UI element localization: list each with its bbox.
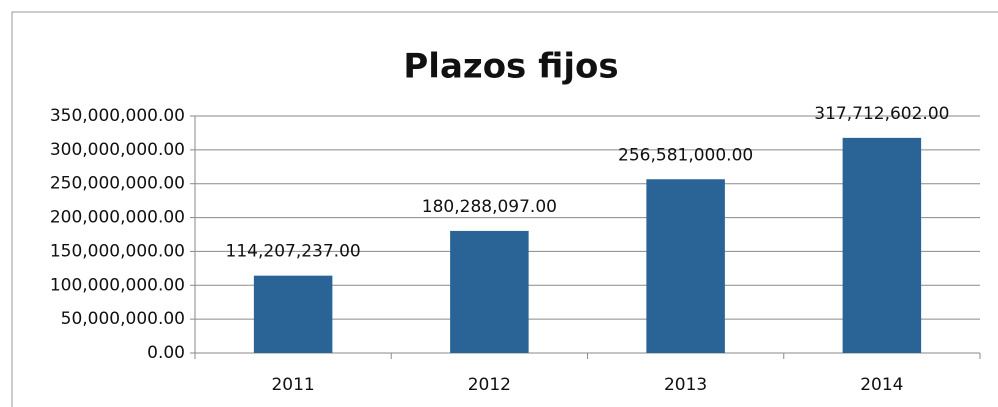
y-tick-label: 100,000,000.00 xyxy=(50,275,185,295)
bar xyxy=(842,137,922,353)
bar xyxy=(646,179,725,353)
y-tick-label: 50,000,000.00 xyxy=(61,309,185,329)
bar xyxy=(253,275,333,353)
y-tick-label: 200,000,000.00 xyxy=(50,208,185,228)
chart-frame xyxy=(11,11,998,407)
x-tick-label: 2013 xyxy=(664,375,707,395)
x-tick-label: 2014 xyxy=(860,375,903,395)
chart-title: Plazos fijos xyxy=(403,47,618,87)
y-tick-label: 350,000,000.00 xyxy=(50,106,185,126)
data-label: 317,712,602.00 xyxy=(814,104,949,124)
y-tick-label: 300,000,000.00 xyxy=(50,140,185,160)
data-label: 256,581,000.00 xyxy=(618,145,753,165)
data-label: 180,288,097.00 xyxy=(422,197,557,217)
data-label: 114,207,237.00 xyxy=(226,242,361,262)
x-tick-label: 2011 xyxy=(271,375,314,395)
x-tick-label: 2012 xyxy=(468,375,511,395)
y-tick-label: 0.00 xyxy=(147,343,185,363)
y-tick-label: 250,000,000.00 xyxy=(50,174,185,194)
bar xyxy=(450,230,529,353)
y-tick-label: 150,000,000.00 xyxy=(50,241,185,261)
